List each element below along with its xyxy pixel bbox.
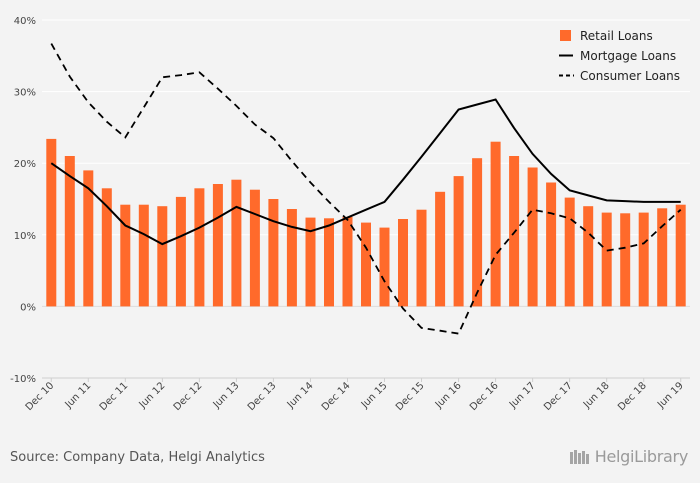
bar-retail-loans [546, 182, 557, 307]
y-tick-label: 0% [20, 302, 36, 313]
bar-retail-loans [435, 191, 446, 307]
x-tick-label: Jun 15 [359, 380, 390, 411]
legend-label-consumer-loans: Consumer Loans [580, 69, 680, 83]
bar-retail-loans [342, 216, 353, 307]
y-tick-label: 10% [14, 231, 36, 242]
bar-retail-loans [83, 170, 94, 307]
bar-retail-loans [305, 217, 316, 307]
bar-retail-loans [120, 204, 131, 307]
x-tick-label: Jun 11 [63, 380, 94, 411]
bar-retail-loans [453, 176, 464, 307]
bar-retail-loans [46, 138, 57, 307]
x-tick-label: Jun 16 [433, 380, 464, 411]
x-tick-label: Dec 14 [320, 380, 353, 413]
legend-swatch-retail-loans [560, 30, 571, 41]
bar-retail-loans [583, 206, 594, 307]
bar-retail-loans [638, 212, 649, 307]
bar-retail-loans [175, 196, 186, 307]
mortgage-loans-line [50, 98, 681, 246]
x-tick-label: Dec 15 [394, 380, 427, 413]
x-tick-label: Jun 17 [507, 380, 538, 411]
brand-name: HelgiLibrary [594, 447, 689, 466]
bar-retail-loans [324, 218, 334, 307]
x-tick-label: Dec 17 [542, 380, 575, 413]
x-tick-label: Dec 11 [98, 380, 131, 413]
y-tick-label: 20% [14, 159, 36, 170]
legend: Retail Loans Mortgage Loans Consumer Loa… [559, 29, 680, 83]
bar-retail-loans [194, 188, 205, 307]
bar-retail-loans [157, 206, 168, 307]
x-tick-label: Dec 18 [616, 380, 649, 413]
retail-loans-bars [46, 138, 686, 307]
bar-retail-loans [416, 209, 427, 307]
bar-retail-loans [620, 213, 631, 307]
bar-retail-loans [675, 204, 686, 307]
x-tick-label: Jun 12 [137, 380, 168, 411]
bar-retail-loans [601, 212, 612, 307]
bar-retail-loans [268, 199, 279, 307]
library-books-icon [569, 449, 589, 464]
bar-retail-loans [249, 189, 260, 307]
bar-retail-loans [527, 167, 538, 307]
x-tick-label: Jun 13 [211, 380, 242, 411]
y-tick-label: 40% [14, 16, 36, 27]
bar-retail-loans [657, 208, 668, 307]
x-tick-label: Dec 16 [468, 380, 501, 413]
bar-retail-loans [231, 179, 242, 307]
y-axis-ticks: 40% 30% 20% 10% 0% -10% [10, 16, 36, 385]
bar-retail-loans [509, 156, 520, 307]
x-tick-label: Jun 19 [655, 380, 686, 411]
bar-retail-loans [212, 184, 223, 307]
bar-retail-loans [138, 204, 149, 307]
y-tick-label: -10% [10, 374, 36, 385]
brand-logo: HelgiLibrary [569, 447, 688, 466]
bar-retail-loans [490, 141, 501, 307]
chart: 40%30%20%10%0%-10% Dec 10 Jun 11 Dec 11 Jun… [10, 16, 690, 413]
x-tick-label: Jun 18 [581, 380, 612, 411]
x-tick-label: Dec 13 [246, 380, 279, 413]
bar-retail-loans [398, 219, 408, 307]
source-note: Source: Company Data, Helgi Analytics [10, 450, 265, 465]
legend-label-retail-loans: Retail Loans [580, 29, 653, 43]
legend-label-mortgage-loans: Mortgage Loans [580, 49, 676, 63]
x-tick-label: Dec 10 [24, 380, 57, 413]
bar-retail-loans [286, 209, 297, 307]
bar-retail-loans [64, 156, 75, 307]
bar-retail-loans [564, 197, 575, 307]
x-tick-label: Jun 14 [285, 380, 316, 411]
bar-retail-loans [472, 158, 483, 307]
y-tick-label: 30% [14, 88, 36, 99]
consumer-loans-line [50, 43, 682, 335]
x-tick-label: Dec 12 [172, 380, 205, 413]
x-axis-ticks: Dec 10 Jun 11 Dec 11 Jun 12 Dec 12 Jun 13 Dec … [24, 378, 686, 413]
bar-retail-loans [379, 227, 390, 307]
bar-retail-loans [101, 188, 112, 307]
bar-retail-loans [361, 222, 371, 307]
